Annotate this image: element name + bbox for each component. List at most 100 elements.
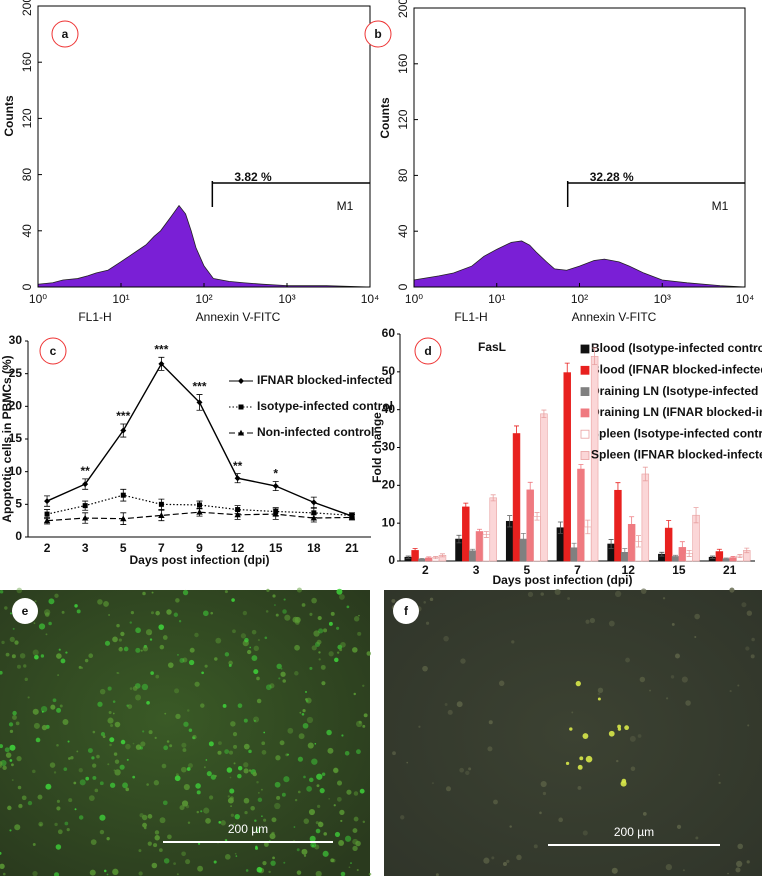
significance: *** bbox=[192, 380, 206, 394]
cell bbox=[234, 813, 240, 820]
x-tick-label: 3 bbox=[473, 563, 480, 577]
x-axis-label: Annexin V-FITC bbox=[572, 310, 657, 324]
series-line bbox=[47, 511, 352, 522]
cell bbox=[315, 870, 322, 876]
cell bbox=[252, 771, 257, 777]
cell bbox=[213, 860, 217, 864]
cell bbox=[275, 613, 279, 617]
cell bbox=[0, 589, 4, 594]
cell bbox=[109, 737, 115, 743]
cell bbox=[287, 727, 294, 734]
x-tick-label: 10² bbox=[195, 292, 212, 306]
cell bbox=[729, 587, 735, 593]
cell bbox=[235, 855, 238, 857]
cell bbox=[310, 841, 317, 848]
cell bbox=[502, 862, 507, 867]
cell bbox=[261, 815, 263, 817]
cell bbox=[14, 824, 21, 831]
cell bbox=[123, 646, 129, 652]
cell bbox=[344, 751, 350, 756]
cell bbox=[344, 835, 352, 842]
error-bar bbox=[412, 548, 418, 553]
cell bbox=[0, 761, 3, 766]
cell bbox=[177, 653, 179, 656]
cell bbox=[112, 700, 116, 703]
cell bbox=[129, 621, 132, 624]
cell bbox=[237, 765, 243, 771]
cell bbox=[159, 644, 165, 650]
panel-label-circle bbox=[12, 598, 38, 624]
error-bar bbox=[527, 481, 533, 498]
cell bbox=[9, 636, 15, 643]
cell bbox=[245, 869, 249, 872]
cell bbox=[265, 684, 272, 691]
cell bbox=[78, 665, 82, 669]
error-bar bbox=[426, 556, 432, 560]
cell bbox=[391, 598, 396, 603]
cell bbox=[5, 652, 10, 657]
cell bbox=[203, 766, 206, 769]
cell bbox=[340, 871, 346, 876]
cell bbox=[244, 811, 248, 815]
cell bbox=[284, 614, 291, 621]
y-tick-label: 60 bbox=[382, 326, 396, 340]
cell bbox=[233, 823, 236, 826]
panel-label: d bbox=[424, 344, 431, 358]
cell bbox=[154, 835, 160, 841]
x-tick-label: 10⁰ bbox=[405, 292, 423, 306]
cell bbox=[353, 692, 356, 696]
x-tick-label: 9 bbox=[196, 541, 203, 555]
cell bbox=[107, 717, 114, 724]
cell bbox=[145, 629, 153, 636]
cell bbox=[488, 720, 493, 725]
cell bbox=[295, 620, 300, 625]
cell bbox=[155, 674, 160, 679]
cell bbox=[285, 753, 289, 757]
cell bbox=[336, 588, 343, 595]
cell bbox=[319, 788, 325, 794]
cell bbox=[92, 730, 96, 734]
cell bbox=[117, 672, 120, 674]
cell bbox=[256, 698, 262, 704]
panel-label: b bbox=[374, 27, 381, 41]
cell bbox=[257, 797, 263, 803]
cell bbox=[493, 799, 498, 805]
cell bbox=[418, 725, 421, 728]
error-bar bbox=[433, 556, 439, 560]
cell bbox=[456, 701, 463, 708]
cell bbox=[589, 617, 596, 624]
cell bbox=[352, 838, 359, 845]
scale-bar-label: 200 µm bbox=[228, 822, 268, 836]
cell bbox=[132, 742, 135, 745]
cell bbox=[178, 620, 182, 623]
cell bbox=[261, 750, 267, 755]
cell bbox=[202, 610, 209, 617]
cell bbox=[694, 613, 700, 620]
cell bbox=[346, 789, 352, 795]
cell bbox=[17, 785, 22, 790]
cell bbox=[40, 705, 48, 713]
cell bbox=[99, 829, 105, 835]
marker bbox=[234, 475, 241, 482]
cell bbox=[45, 633, 48, 636]
cell bbox=[735, 867, 741, 873]
cell bbox=[142, 730, 145, 733]
cell bbox=[326, 729, 332, 736]
cell bbox=[126, 758, 129, 761]
cell bbox=[498, 680, 505, 686]
cell bbox=[78, 768, 83, 773]
cell bbox=[336, 626, 340, 630]
marker bbox=[158, 501, 164, 507]
cell bbox=[229, 776, 232, 779]
x-tick-label: 2 bbox=[422, 563, 429, 577]
cell bbox=[237, 703, 243, 708]
legend-label: Draining LN (IFNAR blocked-infected) bbox=[591, 405, 762, 419]
cell bbox=[108, 711, 112, 715]
cell bbox=[333, 767, 339, 774]
cell bbox=[279, 740, 285, 746]
cell bbox=[253, 669, 259, 675]
cell bbox=[2, 765, 7, 771]
cell bbox=[159, 817, 166, 824]
x-tick-label: 15 bbox=[269, 541, 283, 555]
legend-swatch bbox=[580, 408, 590, 418]
